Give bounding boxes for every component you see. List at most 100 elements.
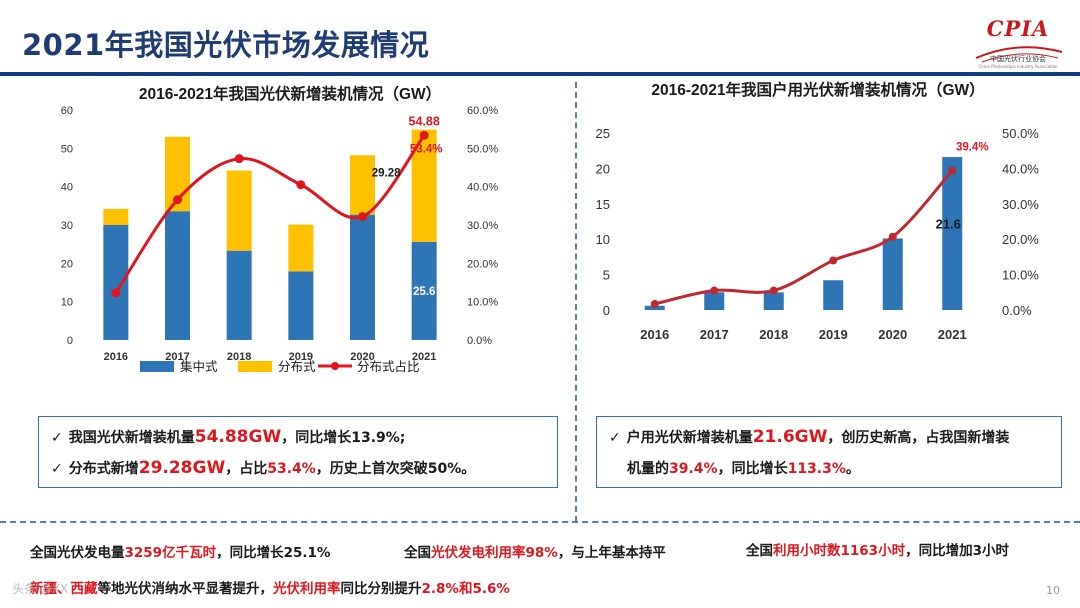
chart1-legend-swatch-share-dot xyxy=(331,362,339,370)
chart1-line-distributed-share xyxy=(114,134,426,294)
logo-subtitle: 中国光伏行业协会 xyxy=(990,55,1046,63)
chart1-y-left-tick: 50 xyxy=(61,143,73,155)
chart2-bar xyxy=(882,238,903,310)
chart2-y-right-tick: 50.0% xyxy=(1002,126,1039,141)
chart1-label-central: 25.6 xyxy=(413,286,435,298)
chart2-y-right-tick: 20.0% xyxy=(1002,232,1039,247)
highlight-distributed: 29.28GW xyxy=(138,458,226,478)
chart2-y-right-tick: 40.0% xyxy=(1002,161,1039,176)
horizontal-divider xyxy=(0,521,1080,523)
chart2-y-left-tick: 20 xyxy=(596,161,610,176)
chart1-bar-distributed xyxy=(226,170,252,251)
highlight-share: 53.4% xyxy=(267,461,316,477)
chart1-y-right-tick: 0.0% xyxy=(467,335,492,347)
chart2-y-right-tick: 30.0% xyxy=(1002,197,1039,212)
fact-utilization-hours: 全国利用小时数1163小时，同比增加3小时 xyxy=(746,543,1009,559)
chart2-y-left-tick: 10 xyxy=(596,232,610,247)
chart1-line-point xyxy=(296,180,306,190)
chart2-bar xyxy=(704,292,725,310)
highlight-household-growth: 113.3% xyxy=(787,461,846,477)
chart1-bar-centralized xyxy=(350,214,375,340)
chart2-line-point xyxy=(650,299,659,308)
left-summary-line-1: ✓ 我国光伏新增装机量54.88GW，同比增长13.9%; xyxy=(51,427,406,447)
fact-regional-absorption: 新疆、西藏等地光伏消纳水平显著提升，光伏利用率同比分别提升2.8%和5.6% xyxy=(30,581,510,597)
chart2-x-tick: 2020 xyxy=(878,327,907,342)
cpia-logo: CPIA 中国光伏行业协会 China Photovoltaic Industr… xyxy=(962,14,1074,72)
chart1-line-point xyxy=(419,130,429,140)
title-rule xyxy=(0,72,1080,76)
check-icon: ✓ xyxy=(51,430,63,446)
chart1-y-left-tick: 20 xyxy=(61,258,73,270)
chart1-y-right-tick: 20.0% xyxy=(467,258,498,270)
chart1-y-right-tick: 60.0% xyxy=(467,105,498,117)
chart1-y-right-tick: 10.0% xyxy=(467,297,498,309)
page-number: 10 xyxy=(1046,584,1060,597)
chart2-line-point xyxy=(710,286,719,295)
chart1-y-right-tick: 30.0% xyxy=(467,220,498,232)
chart1-label-total: 54.88 xyxy=(409,115,440,129)
chart1-legend-label-centralized: 集中式 xyxy=(180,359,218,374)
chart-new-installed-capacity: 2016-2021年我国光伏新增装机情况（GW） 0 10 20 30 40 50 60 0.0… xyxy=(61,84,499,374)
chart2-x-tick: 2021 xyxy=(938,327,967,342)
right-summary-box: ✓ 户用光伏新增装机量21.6GW，创历史新高，占我国新增装 机量的39.4%，同… xyxy=(596,416,1062,488)
chart1-y-left-tick: 60 xyxy=(61,105,73,117)
chart1-label-distributed: 29.28 xyxy=(372,168,401,180)
chart2-y-right-tick: 0.0% xyxy=(1002,303,1032,318)
chart1-x-tick: 2021 xyxy=(412,351,436,363)
chart1-y-left-tick: 40 xyxy=(61,182,73,194)
chart2-line-point xyxy=(829,256,838,265)
right-summary-line-1: ✓ 户用光伏新增装机量21.6GW，创历史新高，占我国新增装 xyxy=(609,427,1010,447)
logo-subtitle-en: China Photovoltaic Industry Association xyxy=(978,64,1058,69)
chart2-y-left-tick: 5 xyxy=(603,268,610,283)
chart2-x-tick: 2019 xyxy=(819,327,848,342)
left-summary-line-2: ✓ 分布式新增29.28GW，占比53.4%，历史上首次突破50%。 xyxy=(51,458,476,478)
chart2-bar xyxy=(763,292,784,310)
chart1-line-point xyxy=(234,154,244,164)
chart1-line-point xyxy=(111,288,121,298)
chart2-x-tick: 2017 xyxy=(700,327,729,342)
chart1-legend-swatch-centralized xyxy=(140,361,174,372)
chart2-x-tick: 2016 xyxy=(640,327,669,342)
chart2-label-bar: 21.6 xyxy=(936,217,961,232)
highlight-household: 21.6GW xyxy=(752,427,828,447)
chart2-title: 2016-2021年我国户用光伏新增装机情况（GW） xyxy=(651,80,984,99)
chart1-y-left-tick: 30 xyxy=(61,220,73,232)
chart2-y-left-tick: 15 xyxy=(596,197,610,212)
chart2-y-right-tick: 10.0% xyxy=(1002,268,1039,283)
chart2-line-point xyxy=(888,232,897,241)
chart-household-installed-capacity: 2016-2021年我国户用光伏新增装机情况（GW） 0 5 10 15 20 25 0.0%… xyxy=(596,80,1040,342)
chart1-label-share: 53.4% xyxy=(410,143,443,155)
chart1-legend-swatch-distributed xyxy=(238,361,272,372)
highlight-household-share: 39.4% xyxy=(669,461,718,477)
chart2-bar xyxy=(942,157,963,310)
chart2-y-left-tick: 25 xyxy=(596,126,610,141)
chart1-line-point xyxy=(358,212,367,222)
chart1-bar-centralized xyxy=(288,271,314,340)
vertical-divider xyxy=(575,82,577,522)
check-icon: ✓ xyxy=(609,430,621,446)
chart1-x-tick: 2017 xyxy=(165,351,189,363)
chart1-bar-centralized xyxy=(165,211,190,340)
chart1-bar-distributed xyxy=(103,208,129,225)
chart1-x-tick: 2018 xyxy=(227,351,251,363)
chart1-x-tick: 2019 xyxy=(289,351,313,363)
chart2-line-point xyxy=(948,166,957,175)
fact-generation: 全国光伏发电量3259亿千瓦时，同比增长25.1% xyxy=(30,545,331,561)
chart1-y-right-tick: 40.0% xyxy=(467,182,498,194)
chart2-x-tick: 2018 xyxy=(759,327,788,342)
fact-utilization-rate: 全国光伏发电利用率98%，与上年基本持平 xyxy=(404,545,666,561)
chart1-bar-centralized xyxy=(226,250,252,340)
check-icon: ✓ xyxy=(51,461,63,477)
chart1-bar-centralized xyxy=(411,241,437,340)
chart2-bar xyxy=(823,280,844,310)
chart1-y-right-tick: 50.0% xyxy=(467,143,498,155)
logo-text: CPIA xyxy=(986,16,1050,41)
chart2-line-household-share xyxy=(654,169,954,306)
page-title: 2021年我国光伏市场发展情况 xyxy=(22,28,430,62)
chart2-line-point xyxy=(769,286,778,295)
chart1-legend-label-share: 分布式占比 xyxy=(357,359,420,374)
logo-swoosh-icon xyxy=(975,46,1063,63)
chart1-x-tick: 2016 xyxy=(104,351,128,363)
chart1-y-left-tick: 10 xyxy=(61,297,73,309)
right-summary-line-2: 机量的39.4%，同比增长113.3%。 xyxy=(627,461,860,477)
